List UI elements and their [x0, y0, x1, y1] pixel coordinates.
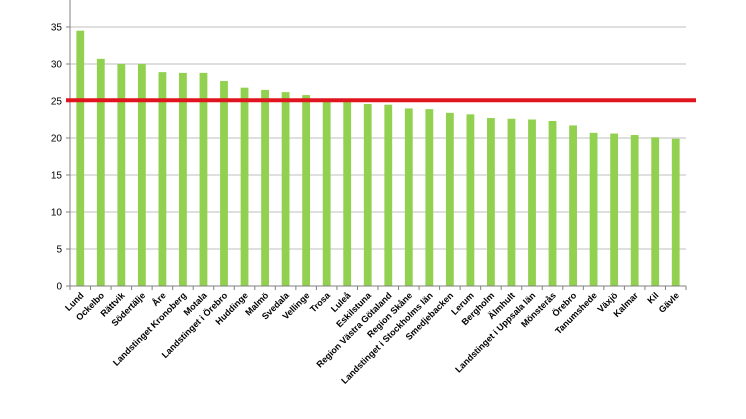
bar: [363, 103, 372, 287]
y-tick-label: 25: [51, 97, 63, 108]
bar: [404, 108, 413, 287]
bar: [261, 89, 269, 287]
bar: [569, 125, 577, 286]
x-category-label: Landstinget Kronoberg: [111, 290, 188, 367]
bar: [445, 112, 454, 286]
bar: [466, 114, 475, 286]
bar: [343, 101, 352, 287]
y-tick-label: 15: [51, 171, 63, 182]
y-tick-label: 10: [51, 208, 63, 219]
x-category-label: Kil: [645, 290, 660, 305]
bar: [137, 64, 146, 286]
y-tick-label: 20: [51, 134, 63, 145]
axes: [69, 0, 687, 290]
bar: [240, 87, 249, 287]
y-tick-label: 0: [56, 282, 62, 293]
bar: [528, 119, 536, 286]
bars: [76, 30, 680, 287]
y-tick-label: 5: [56, 245, 62, 256]
bar: [487, 118, 495, 287]
y-tick-label: 30: [51, 60, 63, 71]
bar: [610, 133, 619, 286]
bar: [179, 72, 187, 286]
bar: [281, 92, 290, 287]
bar: [220, 81, 228, 287]
bar: [425, 109, 434, 286]
bar: [651, 137, 660, 286]
y-tick-label: 35: [51, 23, 63, 34]
y-axis-ticks: 0 5 10 15 20 25 30 35: [51, 23, 70, 293]
bar: [671, 138, 680, 286]
bar: [96, 58, 105, 286]
bar: [158, 72, 167, 286]
bar: [199, 72, 208, 286]
bar: [507, 118, 516, 286]
bar: [548, 120, 557, 286]
bar: [76, 30, 85, 287]
bar: [589, 132, 598, 286]
bar: [322, 100, 331, 286]
x-category-label: Gävle: [657, 290, 681, 314]
bar: [384, 104, 393, 286]
bar: [630, 135, 639, 286]
bar: [302, 95, 311, 286]
bar: [117, 64, 126, 286]
x-category-label: Trosa: [308, 290, 333, 315]
